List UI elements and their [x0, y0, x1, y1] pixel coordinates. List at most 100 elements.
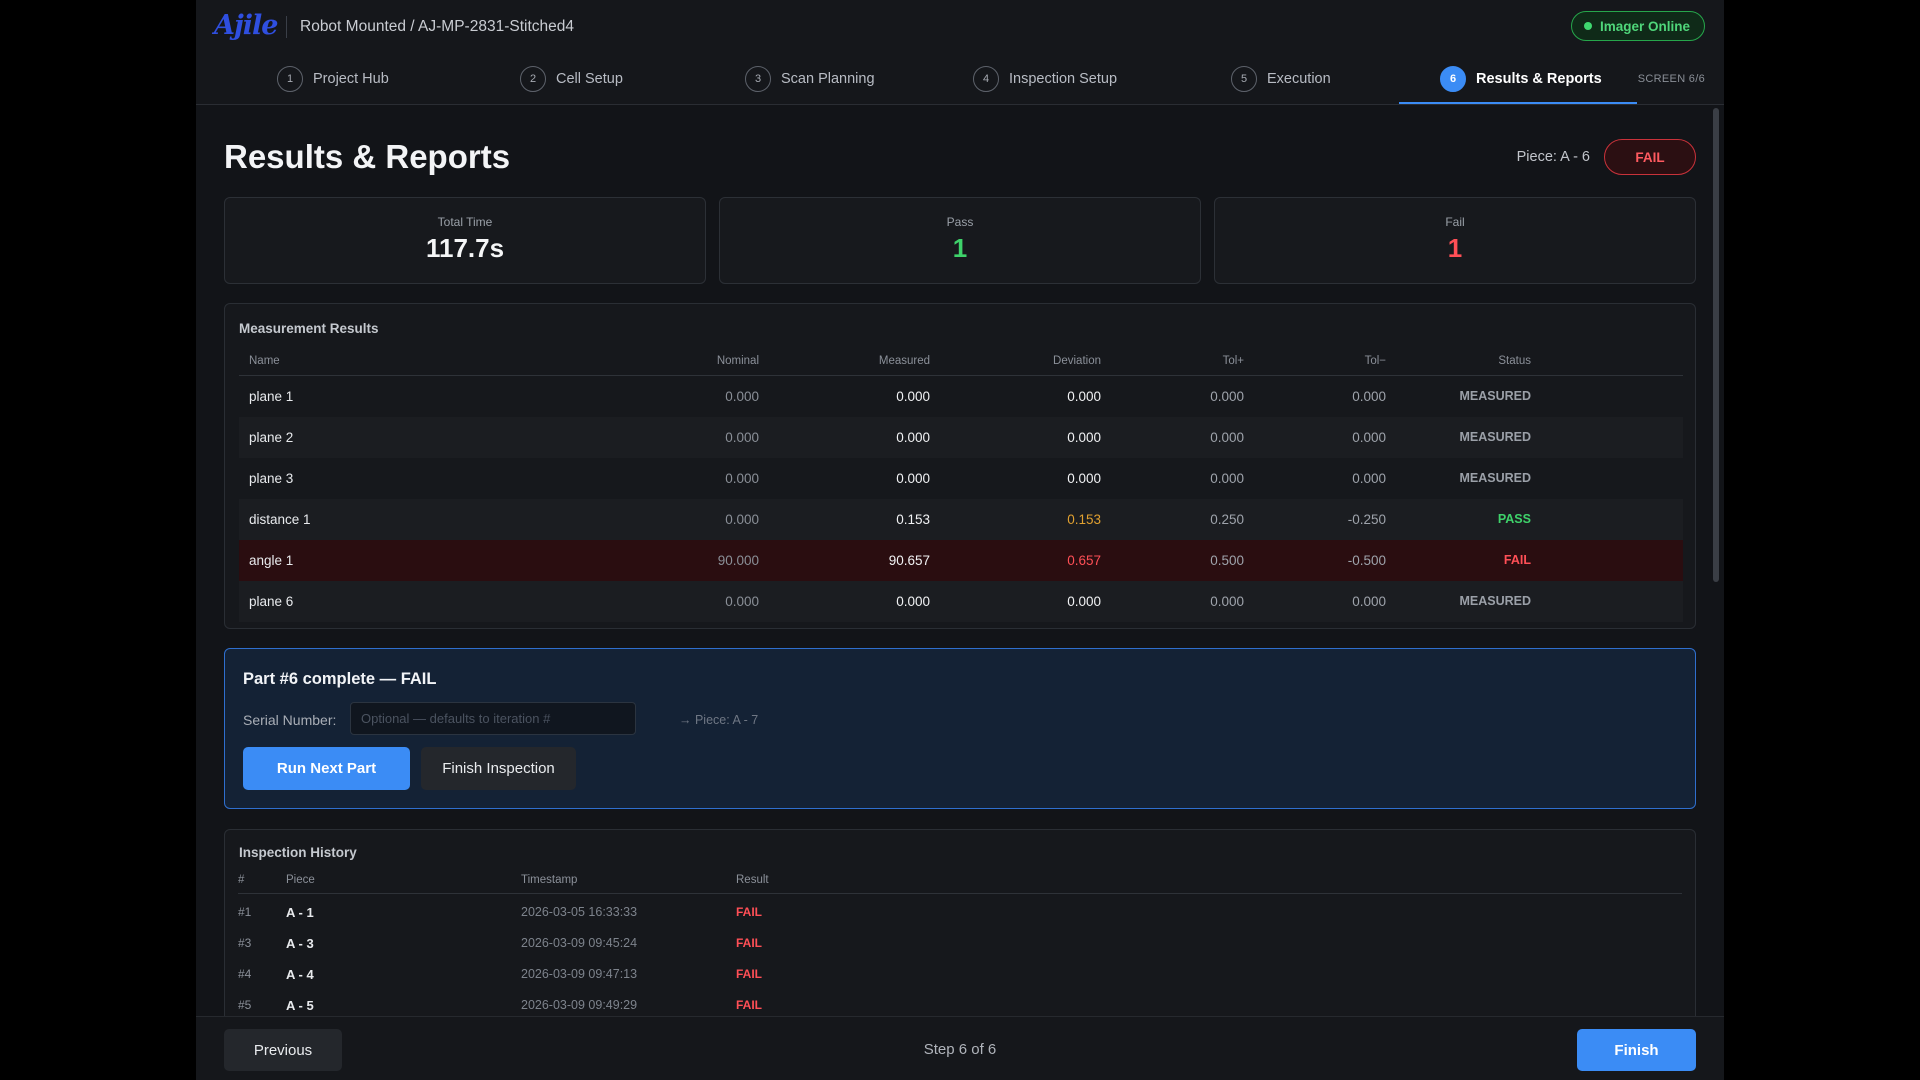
column-header-nominal[interactable]: Nominal — [716, 355, 759, 367]
column-header-name[interactable]: Name — [249, 355, 280, 367]
table-row[interactable]: plane 3 0.000 0.000 0.000 0.000 0.000 ME… — [239, 458, 1683, 499]
cell-nominal: 0.000 — [725, 594, 759, 609]
measurement-table: Name Nominal Measured Deviation Tol+ Tol… — [239, 350, 1683, 622]
cell-name: plane 1 — [249, 389, 294, 404]
column-header-status[interactable]: Status — [1498, 355, 1531, 367]
step-label: Scan Planning — [781, 71, 875, 87]
history-num: #5 — [238, 998, 252, 1012]
step-execution[interactable]: 5 Execution — [1231, 66, 1331, 92]
footer-bar: Previous Step 6 of 6 Finish — [196, 1016, 1724, 1080]
history-num: #4 — [238, 967, 252, 981]
part-complete-panel: Part #6 complete — FAIL Serial Number: →… — [224, 648, 1696, 809]
step-results-reports[interactable]: 6 Results & Reports — [1440, 66, 1602, 92]
next-piece-hint: → Piece: A - 7 — [679, 713, 759, 727]
cell-measured: 0.000 — [896, 594, 930, 609]
cell-tol-plus: 0.000 — [1210, 389, 1244, 404]
cell-tol-minus: -0.250 — [1347, 512, 1386, 527]
screen-indicator: SCREEN 6/6 — [1637, 73, 1705, 85]
history-row[interactable]: #4 A - 4 2026-03-09 09:47:13 FAIL — [238, 963, 1682, 991]
cell-nominal: 0.000 — [725, 389, 759, 404]
step-project-hub[interactable]: 1 Project Hub — [277, 66, 389, 92]
step-label: Execution — [1267, 71, 1331, 87]
finish-button[interactable]: Finish — [1577, 1029, 1696, 1071]
history-header-timestamp: Timestamp — [521, 874, 578, 886]
step-number-icon: 2 — [520, 66, 546, 92]
step-cell-setup[interactable]: 2 Cell Setup — [520, 66, 623, 92]
step-progress-text: Step 6 of 6 — [923, 1041, 997, 1058]
cell-tol-minus: 0.000 — [1352, 430, 1386, 445]
history-piece: A - 3 — [286, 936, 314, 951]
history-row[interactable]: #1 A - 1 2026-03-05 16:33:33 FAIL — [238, 901, 1682, 929]
step-number-icon: 5 — [1231, 66, 1257, 92]
column-header-tol-plus[interactable]: Tol+ — [1222, 355, 1244, 367]
run-next-part-button[interactable]: Run Next Part — [243, 747, 410, 790]
cell-deviation: 0.000 — [1067, 471, 1101, 486]
history-result: FAIL — [736, 998, 762, 1012]
cell-measured: 0.000 — [896, 389, 930, 404]
cell-tol-minus: 0.000 — [1352, 471, 1386, 486]
pass-count-value: 1 — [952, 233, 968, 263]
cell-tol-minus: -0.500 — [1347, 553, 1386, 568]
column-header-tol-minus[interactable]: Tol− — [1364, 355, 1386, 367]
part-complete-title: Part #6 complete — FAIL — [243, 670, 437, 688]
cell-tol-plus: 0.500 — [1210, 553, 1244, 568]
serial-number-input[interactable] — [350, 702, 636, 735]
finish-inspection-button[interactable]: Finish Inspection — [421, 747, 576, 790]
table-header: Name Nominal Measured Deviation Tol+ Tol… — [239, 350, 1683, 376]
cell-status: MEASURED — [1459, 471, 1531, 485]
cell-nominal: 0.000 — [725, 512, 759, 527]
app-window: Ajile Robot Mounted / AJ-MP-2831-Stitche… — [196, 0, 1724, 1080]
history-row[interactable]: #3 A - 3 2026-03-09 09:45:24 FAIL — [238, 932, 1682, 960]
active-step-underline — [1399, 102, 1637, 104]
cell-nominal: 90.000 — [717, 553, 759, 568]
page-title: Results & Reports — [224, 138, 511, 175]
logo-divider — [286, 16, 287, 38]
total-time-value: 117.7s — [425, 233, 505, 263]
history-row[interactable]: #5 A - 5 2026-03-09 09:49:29 FAIL — [238, 994, 1682, 1022]
imager-status-badge: Imager Online — [1570, 11, 1705, 41]
step-label: Results & Reports — [1476, 71, 1602, 87]
result-badge: FAIL — [1604, 139, 1696, 175]
table-row[interactable]: plane 1 0.000 0.000 0.000 0.000 0.000 ME… — [239, 376, 1683, 417]
cell-status: FAIL — [1503, 553, 1531, 567]
step-label: Inspection Setup — [1009, 71, 1118, 87]
inspection-history-panel: Inspection History — [224, 829, 1696, 1049]
column-header-measured[interactable]: Measured — [878, 355, 930, 367]
cell-tol-plus: 0.250 — [1210, 512, 1244, 527]
history-num: #3 — [238, 936, 252, 950]
cell-measured: 0.000 — [896, 471, 930, 486]
table-row[interactable]: angle 1 90.000 90.657 0.657 0.500 -0.500… — [239, 540, 1683, 581]
cell-measured: 0.000 — [896, 430, 930, 445]
step-inspection-setup[interactable]: 4 Inspection Setup — [973, 66, 1117, 92]
cell-nominal: 0.000 — [725, 430, 759, 445]
cell-deviation: 0.657 — [1067, 553, 1101, 568]
table-row[interactable]: plane 2 0.000 0.000 0.000 0.000 0.000 ME… — [239, 417, 1683, 458]
table-row[interactable]: distance 1 0.000 0.153 0.153 0.250 -0.25… — [239, 499, 1683, 540]
cell-status: MEASURED — [1459, 389, 1531, 403]
current-piece-label: Piece: A - 6 — [1516, 149, 1590, 165]
cell-name: plane 6 — [249, 594, 294, 609]
cell-tol-plus: 0.000 — [1210, 430, 1244, 445]
history-timestamp: 2026-03-09 09:45:24 — [521, 936, 638, 950]
workflow-stepper: 1 Project Hub 2 Cell Setup 3 Scan Planni… — [196, 53, 1724, 105]
cell-nominal: 0.000 — [725, 471, 759, 486]
cell-deviation: 0.000 — [1067, 594, 1101, 609]
cell-status: PASS — [1497, 512, 1531, 526]
history-header-result: Result — [736, 874, 769, 886]
step-number-icon: 3 — [745, 66, 771, 92]
cell-tol-plus: 0.000 — [1210, 471, 1244, 486]
cell-name: distance 1 — [249, 512, 311, 527]
cell-tol-minus: 0.000 — [1352, 594, 1386, 609]
cell-name: angle 1 — [249, 553, 294, 568]
history-result: FAIL — [736, 967, 762, 981]
cell-tol-plus: 0.000 — [1210, 594, 1244, 609]
table-row[interactable]: plane 6 0.000 0.000 0.000 0.000 0.000 ME… — [239, 581, 1683, 622]
status-dot-icon — [1583, 22, 1592, 30]
cell-measured: 90.657 — [888, 553, 930, 568]
history-timestamp: 2026-03-09 09:49:29 — [521, 998, 638, 1012]
main-scrollbar[interactable] — [1713, 108, 1719, 582]
column-header-deviation[interactable]: Deviation — [1053, 355, 1101, 367]
step-scan-planning[interactable]: 3 Scan Planning — [745, 66, 875, 92]
serial-number-label: Serial Number: — [243, 712, 337, 728]
previous-button[interactable]: Previous — [224, 1029, 342, 1071]
